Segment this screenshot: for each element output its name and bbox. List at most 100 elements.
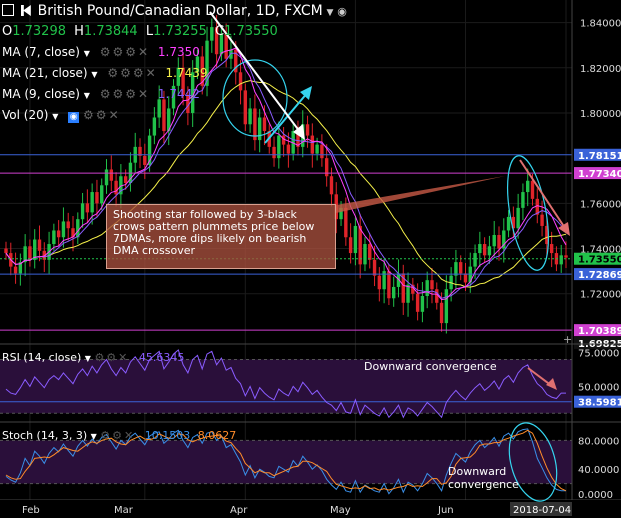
candle-body: [463, 273, 468, 283]
price-tick-label: 1.74000: [580, 245, 621, 256]
candle-body: [66, 221, 70, 229]
candle-body: [425, 280, 429, 297]
candle-body: [147, 135, 152, 165]
candle-body: [358, 225, 362, 265]
candle-body: [238, 72, 243, 91]
price-tick-label: 1.84000: [580, 19, 621, 30]
candle-body: [439, 302, 444, 324]
cyan-arrowhead: [300, 86, 312, 100]
candle-body: [80, 203, 85, 220]
price-level-tag: [574, 148, 621, 161]
candle-body: [152, 117, 157, 136]
annotation-pointer: [336, 176, 505, 213]
stoch-annotation-1: Downward: [448, 465, 506, 478]
candle-body: [506, 216, 511, 231]
candle-body: [305, 124, 310, 136]
rsi-annotation: Downward convergence: [364, 360, 497, 373]
candle-body: [353, 225, 358, 254]
candle-body: [435, 289, 439, 303]
candle-body: [262, 117, 267, 132]
candle-body: [33, 239, 37, 260]
x-tick-label: Mar: [114, 505, 134, 516]
candle-body: [344, 207, 348, 238]
candle-body: [248, 108, 252, 125]
candle-body: [167, 108, 171, 132]
candle-body: [229, 49, 233, 59]
candle-body: [535, 198, 539, 215]
candle-body: [324, 158, 329, 177]
candle-body: [224, 33, 228, 59]
price-level-label: 1.72869: [578, 270, 621, 281]
rsi-tick-label: 50.0000: [578, 382, 619, 393]
candle-body: [37, 239, 42, 251]
candle-body: [348, 237, 353, 254]
candle-body: [157, 99, 161, 118]
x-tick-label: May: [330, 505, 351, 516]
candle-body: [52, 230, 56, 245]
price-level-label: 1.73550: [578, 255, 621, 266]
candle-body: [18, 262, 23, 274]
price-tick-label: 1.72000: [580, 290, 621, 301]
candle-body: [339, 207, 343, 220]
candle-body: [286, 144, 291, 154]
candle-body: [549, 244, 554, 254]
candle-body: [478, 244, 482, 254]
candle-body: [430, 280, 434, 290]
candle-body: [559, 255, 563, 265]
stoch-d-line: [5, 429, 567, 492]
candle-body: [219, 33, 224, 55]
candle-body: [104, 169, 109, 186]
candle-body: [372, 259, 377, 276]
stoch-annotation-2: convergence: [448, 478, 519, 491]
candle-body: [90, 192, 94, 213]
rsi-line: [5, 349, 566, 419]
candle-body: [368, 244, 372, 260]
candle-body: [13, 266, 18, 274]
shooting-star-ellipse: [222, 59, 288, 137]
candle-body: [511, 216, 516, 229]
candle-body: [210, 27, 214, 41]
price-level-tag: [574, 336, 621, 349]
candle-body: [420, 296, 425, 312]
candle-body: [382, 271, 386, 290]
candle-body: [195, 56, 200, 73]
candle-body: [564, 255, 568, 258]
candle-body: [329, 176, 334, 195]
candle-body: [272, 146, 276, 159]
x-tick-label: Jun: [437, 505, 454, 516]
candle-body: [23, 246, 27, 263]
candle-body: [234, 49, 238, 73]
stoch-tick-label: 80.0000: [578, 436, 619, 447]
candle-body: [119, 176, 123, 195]
price-level-tag: [574, 268, 621, 281]
price-level-label: 1.70389: [578, 326, 621, 337]
x-current-date: 2018-07-04: [513, 505, 571, 516]
candle-body: [42, 250, 46, 260]
rsi-level-label: 38.5981: [578, 398, 621, 409]
white-arrow: [209, 11, 301, 133]
candle-body: [487, 246, 492, 256]
candle-body: [143, 155, 147, 165]
price-level-label: 1.78151: [578, 151, 621, 162]
candle-body: [138, 146, 142, 156]
candle-body: [492, 234, 496, 247]
candle-body: [526, 180, 530, 193]
candle-body: [171, 85, 176, 109]
candle-body: [387, 271, 391, 299]
candle-body: [530, 180, 535, 199]
candle-body: [406, 284, 410, 303]
candle-body: [28, 246, 32, 260]
candle-body: [4, 248, 8, 254]
x-tick-label: Apr: [230, 505, 248, 516]
stoch-ellipse: [508, 422, 558, 502]
candle-body: [540, 214, 544, 226]
pink-arrowhead-rsi: [546, 378, 557, 390]
x-axis-bg: [0, 500, 621, 518]
candle-body: [473, 253, 477, 267]
candle-body: [176, 67, 181, 86]
candle-body: [277, 135, 281, 159]
recent-top-ellipse: [507, 155, 549, 271]
candle-body: [497, 234, 501, 249]
rsi-tick-label: 75.0000: [578, 349, 619, 360]
